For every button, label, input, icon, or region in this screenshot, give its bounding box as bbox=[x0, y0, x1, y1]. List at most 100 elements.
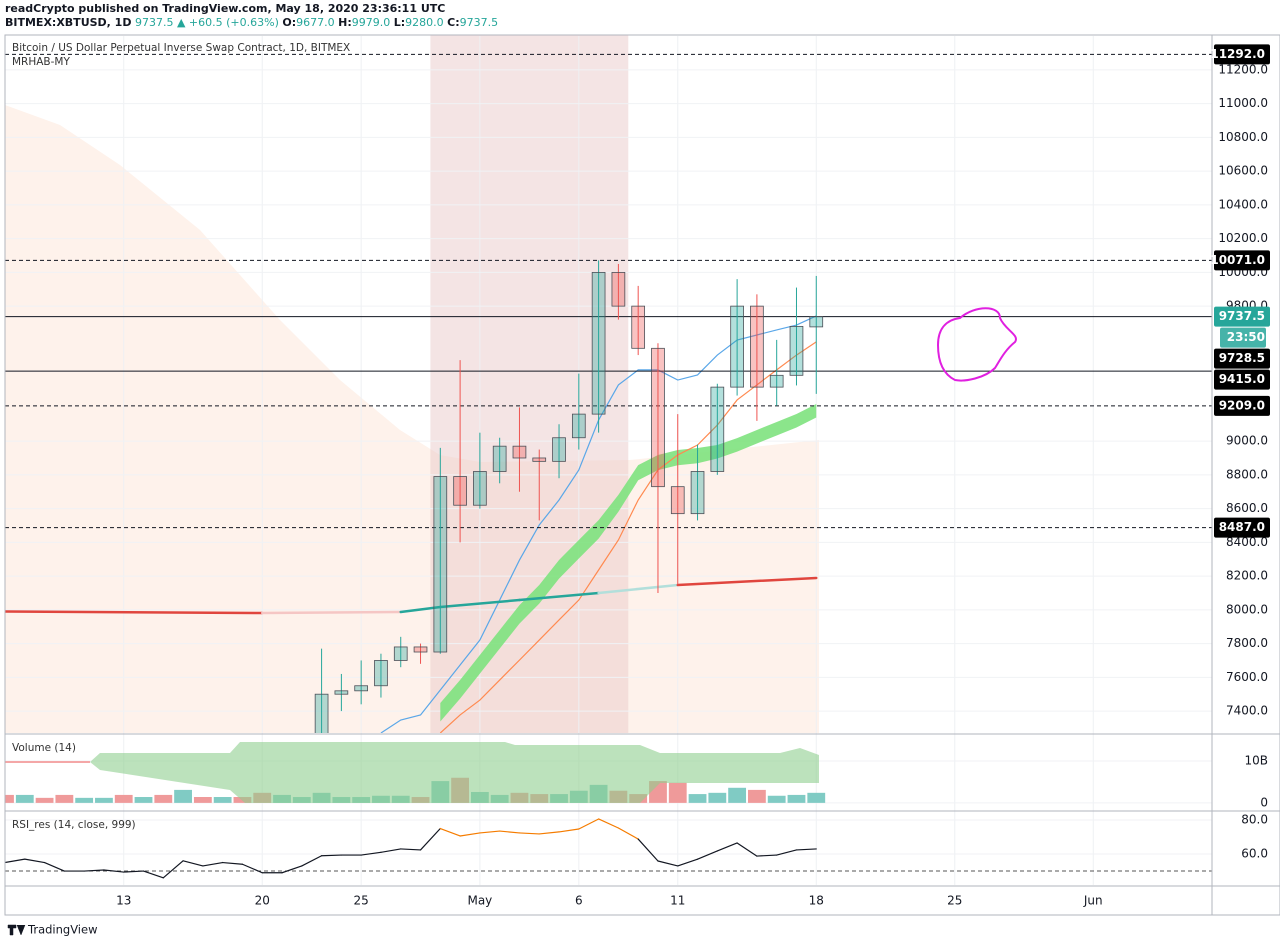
line-segment bbox=[459, 832, 481, 837]
change: 9737.5 ▲ +60.5 (+0.63%) bbox=[135, 16, 279, 29]
candle-body bbox=[690, 471, 705, 515]
y-tick-label: 7400.0 bbox=[1226, 704, 1268, 718]
price-label: 10071.0 bbox=[1210, 253, 1265, 267]
volume-bar bbox=[114, 794, 133, 803]
candle-body bbox=[631, 305, 646, 349]
hand-drawn-circle bbox=[936, 307, 1017, 382]
line-segment bbox=[617, 827, 639, 840]
y-tick-label: 0 bbox=[1260, 795, 1268, 809]
candle-body bbox=[314, 693, 329, 733]
y-tick-label: 10200.0 bbox=[1218, 231, 1268, 245]
candle-body bbox=[769, 374, 784, 388]
line-segment bbox=[637, 838, 659, 862]
line-segment bbox=[320, 854, 342, 857]
y-tick-label: 8800.0 bbox=[1226, 467, 1268, 481]
y-tick-label: 11000.0 bbox=[1218, 96, 1268, 110]
line-segment bbox=[281, 865, 303, 874]
y-tick-label: 7800.0 bbox=[1226, 636, 1268, 650]
axes bbox=[4, 34, 1280, 916]
volume-bar bbox=[174, 789, 192, 803]
line-segment bbox=[518, 832, 540, 835]
volume-bar bbox=[213, 797, 232, 803]
price-label-box bbox=[1214, 369, 1270, 390]
volume-bar bbox=[787, 794, 806, 803]
candle-body bbox=[552, 437, 566, 462]
line-segment bbox=[696, 850, 718, 860]
line-segment bbox=[142, 870, 164, 879]
volume-bar bbox=[668, 782, 687, 803]
price-label-box bbox=[1214, 348, 1270, 369]
line-segment bbox=[756, 854, 778, 857]
candle-body bbox=[730, 305, 744, 388]
footer-brand: TradingView bbox=[27, 923, 97, 937]
ohlc-key: H: bbox=[338, 16, 352, 29]
line-segment bbox=[24, 858, 46, 864]
line-segment bbox=[736, 842, 758, 857]
price-label-box bbox=[1214, 517, 1270, 538]
line-segment bbox=[360, 851, 382, 856]
x-tick-label: 6 bbox=[575, 894, 583, 908]
candle-body bbox=[571, 413, 586, 439]
volume-bar bbox=[15, 794, 34, 803]
y-tick-label: 80.0 bbox=[1241, 812, 1268, 826]
volume-bar bbox=[134, 797, 153, 803]
line-segment bbox=[400, 848, 422, 851]
candle-body bbox=[750, 305, 764, 388]
logo-icon bbox=[7, 924, 26, 936]
y-tick-label: 10400.0 bbox=[1218, 197, 1268, 211]
line-segment bbox=[182, 860, 204, 867]
line-segment bbox=[499, 830, 521, 834]
line-segment bbox=[439, 598, 521, 609]
volume-bar bbox=[747, 789, 766, 803]
candle-body bbox=[492, 445, 507, 472]
candle-body bbox=[393, 646, 408, 661]
price-label-box bbox=[1214, 44, 1270, 65]
line-segment bbox=[676, 576, 818, 587]
price-label: 11292.0 bbox=[1210, 47, 1265, 61]
volume-bar bbox=[708, 792, 727, 803]
line-segment bbox=[301, 855, 323, 867]
volume-bar bbox=[193, 797, 212, 803]
line-segment bbox=[776, 849, 798, 856]
line-segment bbox=[5, 610, 264, 615]
x-tick-label: Jun bbox=[1083, 894, 1103, 908]
price-label-box bbox=[1214, 395, 1270, 416]
candle-body bbox=[473, 471, 487, 506]
candle-body bbox=[512, 445, 527, 459]
candle-body bbox=[670, 486, 685, 515]
price-label-box bbox=[1220, 327, 1266, 348]
volume-bar bbox=[807, 792, 826, 803]
line-segment bbox=[43, 861, 65, 872]
ohlc-value: 9677.0 bbox=[296, 16, 335, 29]
volume-bar bbox=[75, 797, 94, 803]
line-segment bbox=[479, 830, 501, 834]
volume-cloud bbox=[90, 742, 819, 803]
volume-bar bbox=[728, 787, 747, 803]
y-tick-label: 10B bbox=[1244, 753, 1268, 767]
line-segment bbox=[716, 842, 738, 852]
price-label: 9209.0 bbox=[1219, 398, 1265, 412]
y-tick-label: 10800.0 bbox=[1218, 130, 1268, 144]
candle-body bbox=[453, 476, 467, 506]
price-label: 23:50 bbox=[1227, 330, 1265, 344]
line-segment bbox=[677, 858, 699, 867]
x-tick-label: 18 bbox=[809, 894, 824, 908]
volume-bar bbox=[35, 797, 54, 803]
pane-title: RSI_res (14, close, 999) bbox=[12, 819, 136, 831]
candle-body bbox=[532, 457, 547, 462]
candle-body bbox=[710, 386, 725, 472]
line-segment bbox=[241, 863, 263, 874]
price-label: 9737.5 bbox=[1219, 309, 1265, 323]
line-segment bbox=[578, 818, 600, 830]
line-segment bbox=[795, 848, 817, 851]
ohlc-key: O: bbox=[282, 16, 296, 29]
ohlc-key: L: bbox=[394, 16, 405, 29]
publish-info: readCrypto published on TradingView.com,… bbox=[5, 2, 445, 15]
price-label: 8487.0 bbox=[1219, 520, 1265, 534]
line-segment bbox=[518, 591, 600, 602]
volume-bar bbox=[688, 794, 707, 803]
x-tick-label: May bbox=[467, 894, 492, 908]
line-segment bbox=[538, 831, 560, 835]
line-segment bbox=[558, 828, 580, 833]
